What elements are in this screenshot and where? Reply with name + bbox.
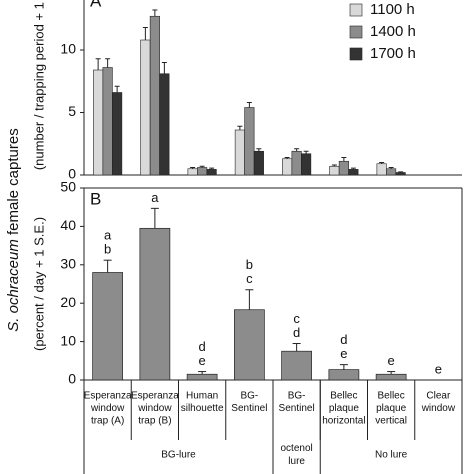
bar [281,350,312,381]
x-tick-label: trap (B) [138,416,171,427]
y-tick-label: 50 [60,179,76,195]
bar [395,172,406,176]
bar [376,163,387,176]
significance-letter: c [246,271,253,286]
bar [253,150,264,176]
x-tick-label: Esperanza [84,391,132,402]
y-tick-label: 10 [60,41,76,57]
bar [234,129,245,176]
significance-letter: e [435,361,442,376]
legend-label: 1100 h [370,1,415,18]
bar [291,150,302,176]
bar [386,168,397,176]
x-tick-label: BG- [288,391,306,402]
significance-letter: b [246,257,253,272]
legend-swatch [349,47,363,61]
bar [102,67,113,176]
x-tick-label: Bellec [330,391,357,402]
bar [329,165,340,176]
y-tick-label: 0 [68,371,76,387]
significance-letter: a [104,228,112,243]
significance-letter: d [199,339,206,354]
significance-letter: e [340,346,347,361]
y-title-rest: female captures [5,128,22,235]
legend-swatch [349,3,363,17]
y-axis-subtitle: (number / trapping period + 1 S [31,0,46,170]
group-label: octenol [281,443,313,454]
y-tick-label: 0 [68,166,76,182]
x-tick-label: Sentinel [279,403,315,414]
bar [187,168,198,176]
x-tick-label: Esperanza [131,391,179,402]
significance-letter: d [293,325,300,340]
bar [206,169,217,176]
x-tick-label: horizontal [322,416,365,427]
x-tick-label: Human [186,391,218,402]
bar [92,272,123,381]
x-tick-label: window [421,403,456,414]
y-tick-label: 40 [60,217,76,233]
group-label: lure [288,456,305,467]
y-axis-subtitle: (percent / day + 1 S.E.) [31,217,46,351]
x-tick-label: silhouette [181,403,224,414]
bar [282,158,293,176]
bar [301,153,312,176]
bar [234,309,265,381]
group-label: BG-lure [161,450,196,461]
bar [328,369,360,381]
x-tick-label: Sentinel [231,403,267,414]
panel-label: A [90,0,102,10]
significance-letter: c [293,311,300,326]
x-tick-label: BG- [240,391,258,402]
x-tick-label: window [137,403,172,414]
legend-swatch [349,25,363,39]
significance-letter: b [104,242,111,257]
bar [139,227,171,381]
y-tick-label: 20 [60,294,76,310]
bar [375,373,407,381]
bar [149,15,160,176]
x-tick-label: Clear [426,391,451,402]
bar [112,92,123,176]
y-tick-label: 30 [60,256,76,272]
species: S. ochraceum [5,239,22,332]
bar [140,39,151,176]
bar [348,169,359,176]
bar [244,107,255,176]
y-axis-title: S. ochraceum female captures [5,128,22,331]
x-tick-label: plaque [329,403,359,414]
bar [338,160,349,176]
x-tick-label: window [90,403,125,414]
group-label: No lure [375,450,408,461]
legend-label: 1700 h [370,45,416,62]
significance-letter: e [199,353,206,368]
x-tick-label: Bellec [378,391,405,402]
x-tick-label: trap (A) [91,416,124,427]
y-tick-label: 5 [68,103,76,119]
bar [186,373,218,381]
significance-letter: e [388,353,395,368]
bar [93,69,104,176]
bar [197,167,208,176]
significance-letter: d [340,332,347,347]
legend-label: 1400 h [370,23,416,40]
y-tick-label: 10 [60,332,76,348]
panel-label: B [90,189,101,208]
bar [159,73,170,176]
x-tick-label: plaque [376,403,406,414]
x-tick-label: vertical [375,416,407,427]
significance-letter: a [151,190,159,205]
